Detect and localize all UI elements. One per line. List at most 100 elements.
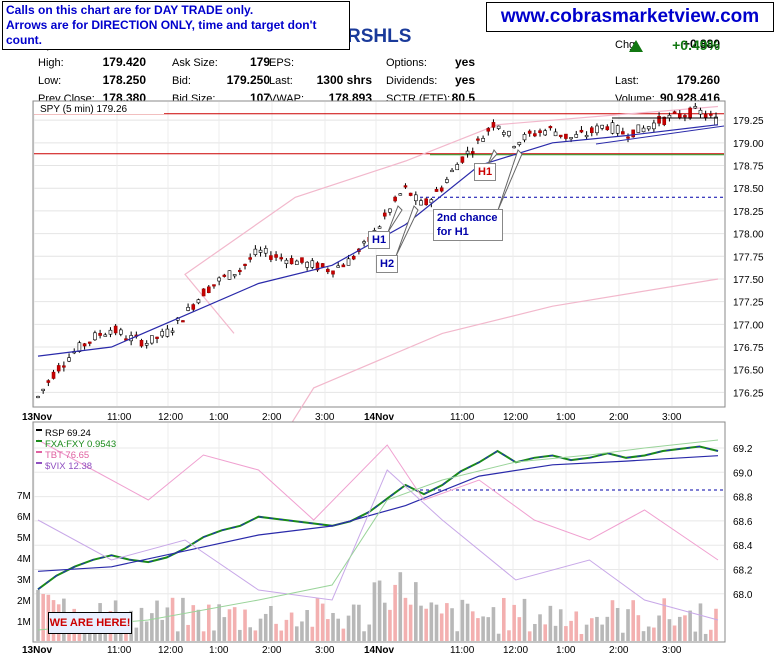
volume-bar	[201, 631, 206, 641]
candle-body	[186, 307, 190, 311]
candle-body	[414, 194, 418, 202]
price-legend: SPY (5 min) 179.26	[40, 104, 128, 115]
volume-bar	[279, 630, 284, 641]
day-trade-note: Calls on this chart are for DAY TRADE on…	[2, 1, 350, 50]
volume-bar	[160, 619, 165, 641]
quote-label: Ask Size:	[172, 57, 218, 69]
candle-body	[476, 138, 480, 141]
volume-bar	[512, 604, 516, 641]
volume-bar	[688, 610, 692, 641]
candle-body	[517, 141, 522, 145]
time-tick: 1:00	[209, 645, 229, 656]
volume-bar	[269, 605, 273, 641]
candle-body	[496, 125, 501, 129]
volume-bar	[289, 612, 294, 641]
legend-label: RSP 69.24	[45, 428, 91, 439]
volume-bar	[170, 597, 175, 641]
quote-label: EPS:	[269, 57, 294, 69]
quote-value: 179.260	[677, 73, 721, 87]
volume-bar	[636, 615, 641, 641]
price-tick: 179.25	[733, 116, 764, 127]
candle-body	[41, 388, 45, 391]
volume-bar	[610, 600, 615, 641]
time-tick: 2:00	[262, 412, 282, 423]
legend-swatch	[36, 462, 42, 464]
price-tick: 178.00	[733, 230, 764, 241]
legend-label: $VIX 12.38	[45, 461, 92, 472]
volume-bar	[408, 604, 413, 641]
volume-bar	[284, 619, 289, 641]
volume-bar	[569, 620, 573, 641]
candle-body	[331, 270, 335, 275]
volume-tick: 2M	[17, 596, 31, 607]
candle-body	[284, 259, 289, 264]
candle-body	[709, 113, 713, 116]
volume-bar	[263, 613, 268, 641]
candle-body	[610, 122, 615, 134]
candle-body	[67, 357, 71, 362]
annotation-h1: H1	[368, 231, 391, 249]
candle-body	[491, 122, 496, 128]
volume-bar	[320, 603, 325, 641]
quote-label: Last:	[615, 75, 639, 87]
volume-tick: 3M	[17, 575, 31, 586]
candle-body	[636, 124, 641, 133]
quote-value: yes	[455, 55, 475, 69]
candle-body	[465, 150, 470, 154]
volume-bar	[403, 597, 408, 641]
candle-body	[294, 260, 299, 265]
volume-bar	[693, 631, 698, 641]
volume-tick: 4M	[17, 554, 31, 565]
up-arrow-icon	[629, 40, 643, 52]
annotation-second-chance: 2nd chance for H1	[433, 209, 503, 241]
candle-body	[336, 265, 340, 268]
candle-body	[600, 124, 604, 129]
time-tick: 3:00	[315, 412, 335, 423]
candle-body	[300, 257, 304, 263]
volume-bar	[595, 616, 599, 641]
candle-body	[626, 136, 630, 139]
candle-body	[227, 270, 232, 280]
volume-bar	[543, 624, 548, 641]
volume-bar	[553, 625, 558, 641]
candle-body	[279, 257, 284, 260]
annotation-arrows	[387, 149, 523, 257]
envelope-upper	[184, 105, 719, 334]
quote-label: Options:	[386, 57, 427, 69]
quote-label: High:	[38, 57, 64, 69]
volume-bar	[150, 613, 154, 641]
candle-body	[393, 196, 397, 202]
candle-body	[253, 248, 258, 255]
volume-bar	[615, 608, 620, 641]
candle-body	[139, 339, 144, 347]
legend-label: TBT 76.65	[45, 450, 89, 461]
price-tick: 178.25	[733, 207, 764, 218]
price-tick: 176.25	[733, 388, 764, 399]
candle-body	[206, 286, 211, 294]
quote-value: +0.880	[683, 37, 720, 51]
candle-body	[196, 299, 201, 304]
volume-bar	[677, 616, 682, 641]
arrow-chance	[497, 149, 523, 211]
time-tick: 3:00	[315, 645, 335, 656]
candle-body	[113, 325, 118, 334]
candle-body	[403, 185, 408, 188]
volume-bar	[455, 631, 460, 641]
volume-bar	[414, 582, 418, 641]
candle-body	[155, 336, 159, 339]
candle-body	[652, 122, 656, 130]
volume-bar	[470, 611, 475, 641]
candle-body	[150, 335, 154, 344]
trend-line	[595, 125, 725, 145]
fxa-line	[37, 439, 719, 631]
candle-body	[522, 134, 527, 141]
price-tick: 178.50	[733, 184, 764, 195]
candle-body	[93, 332, 97, 341]
candle-body	[533, 133, 537, 137]
candle-body	[657, 115, 661, 124]
candle-body	[538, 130, 542, 134]
volume-bar	[584, 624, 589, 641]
candle-body	[77, 342, 82, 352]
website-banner[interactable]: www.cobrasmarketview.com	[486, 2, 774, 32]
volume-tick: 6M	[17, 512, 31, 523]
